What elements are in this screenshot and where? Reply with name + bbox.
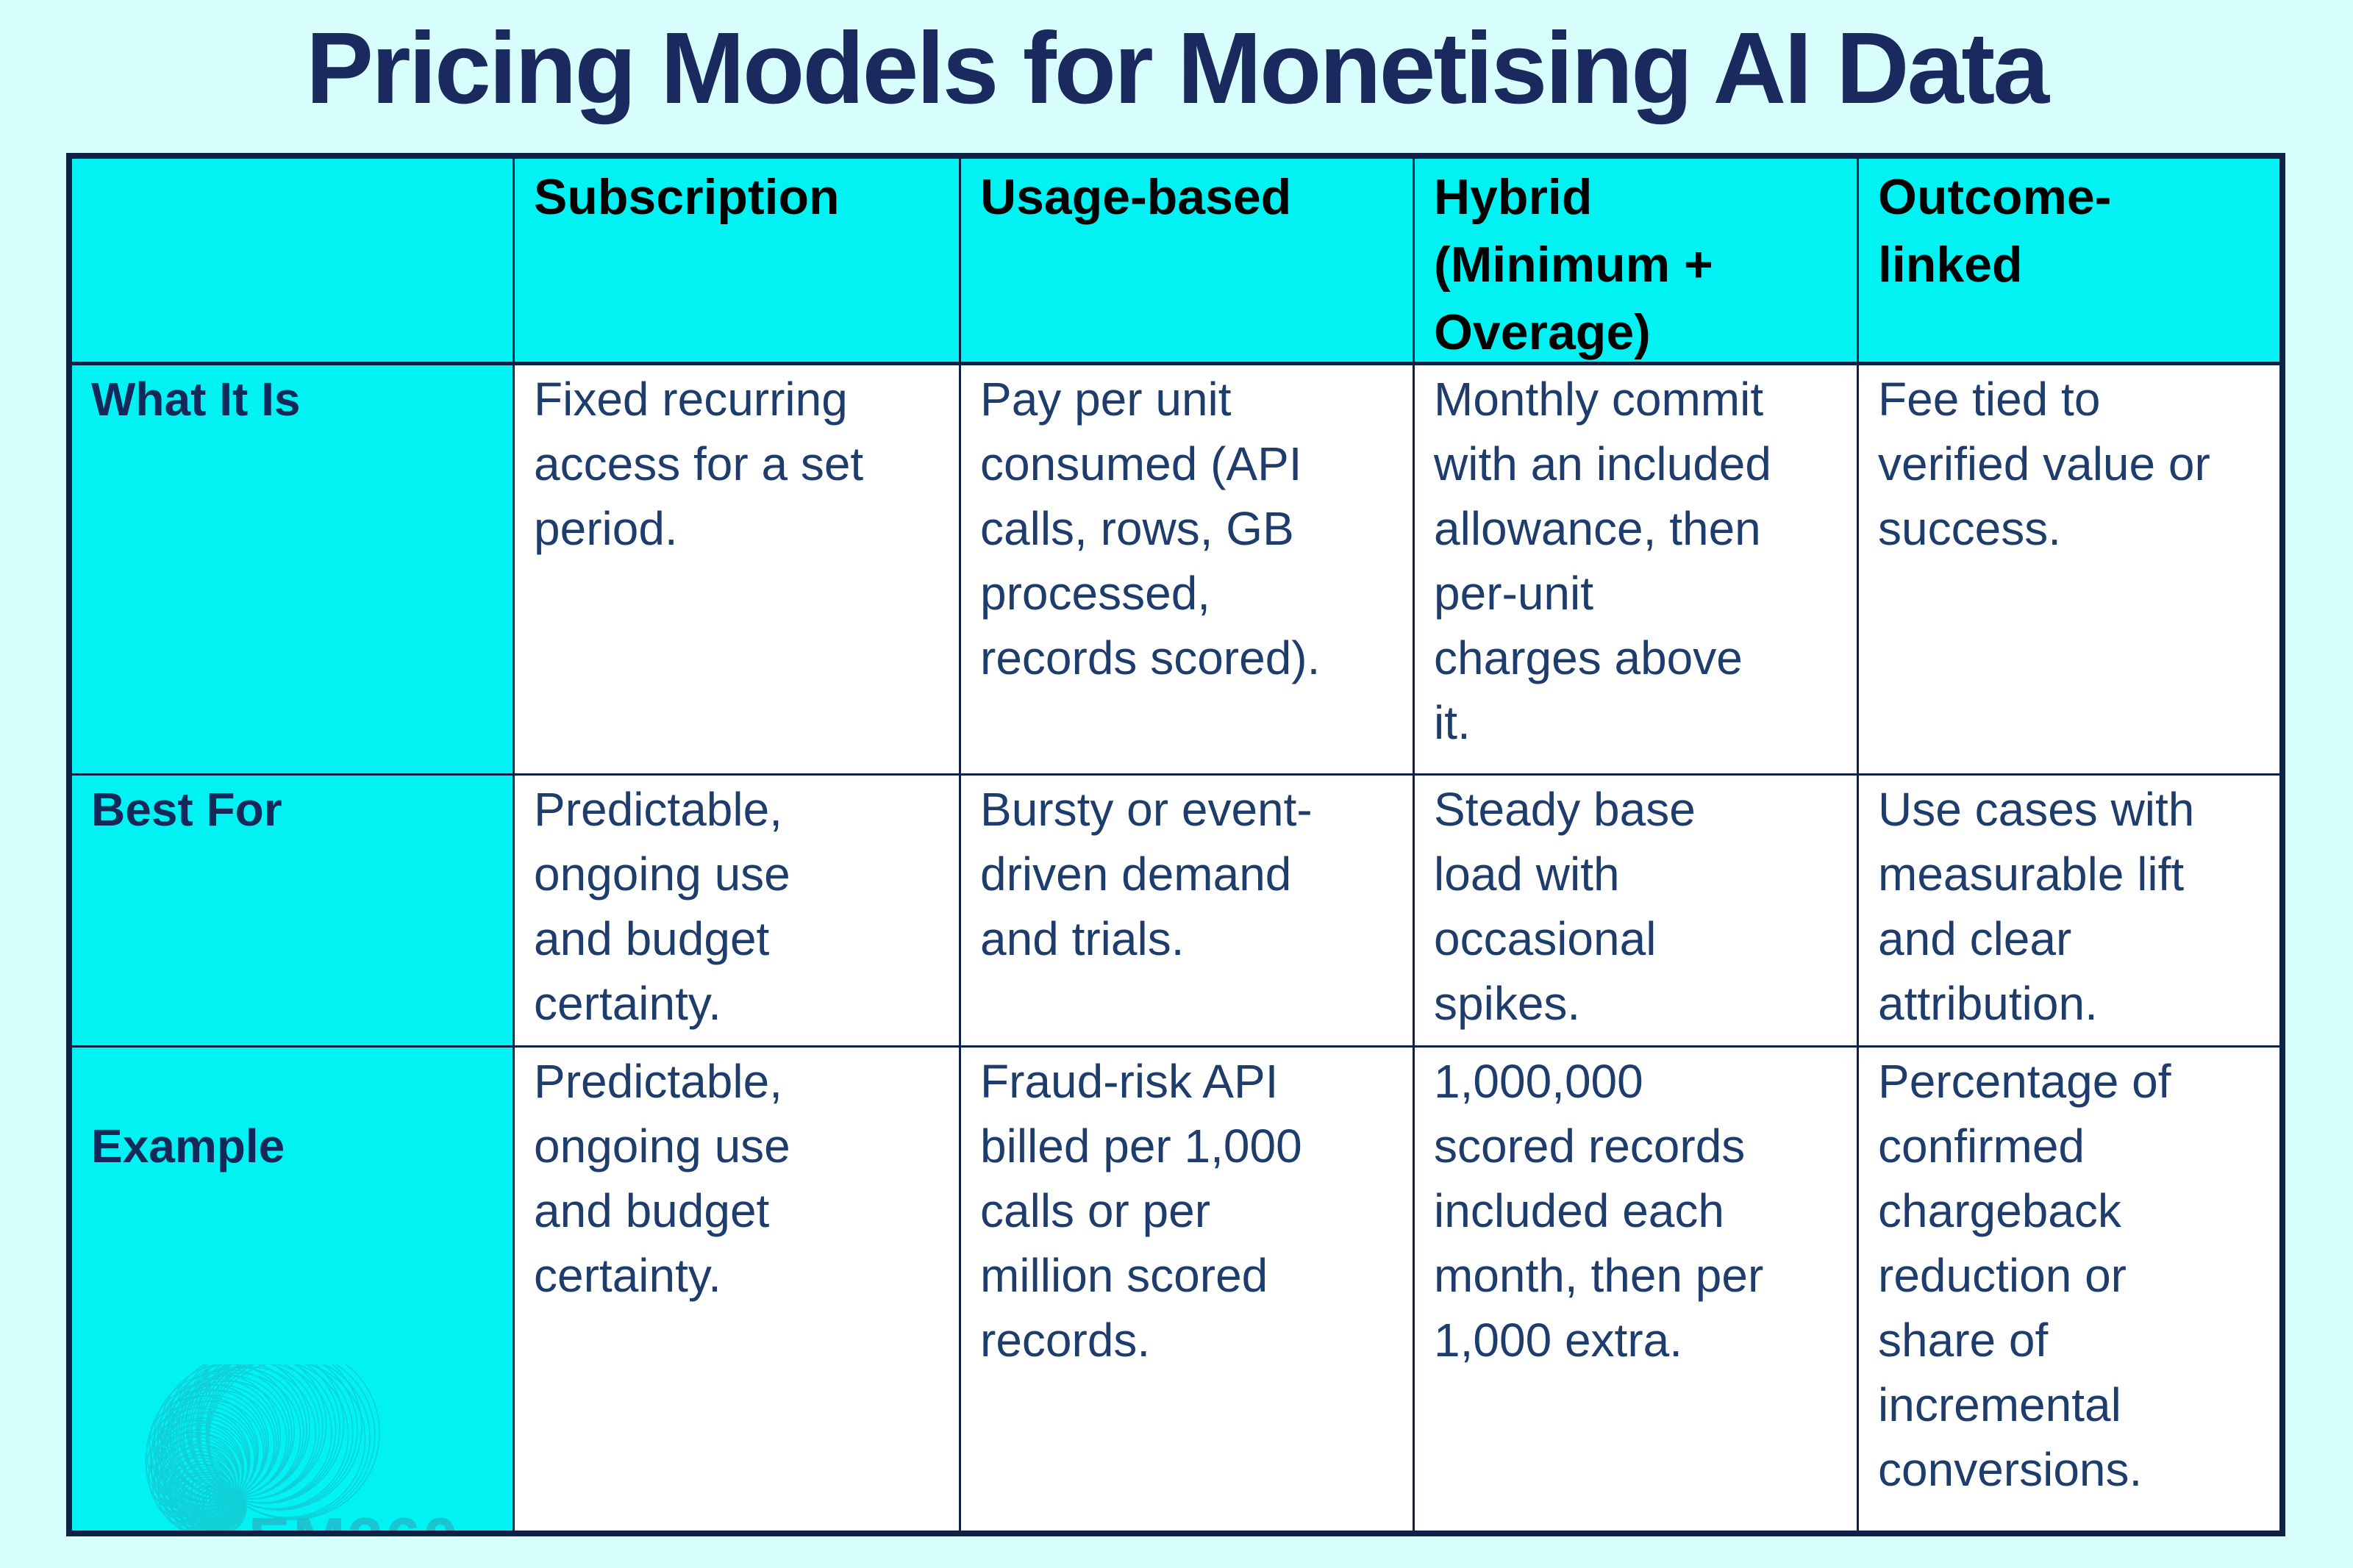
row-label-example: Example EM360 [72,1048,515,1531]
cell-what-it-is-usage-based: Pay per unit consumed (API calls, rows, … [961,365,1415,776]
cell-what-it-is-subscription: Fixed recurring access for a set period. [515,365,961,776]
page-title: Pricing Models for Monetising AI Data [305,12,2049,125]
column-header-outcome-linked: Outcome- linked [1859,159,2279,365]
row-label-what-it-is: What It Is [72,365,515,776]
column-header-hybrid: Hybrid (Minimum + Overage) [1415,159,1859,365]
row-label-example-text: Example [91,1120,285,1173]
corner-cell [72,159,515,365]
cell-what-it-is-hybrid: Monthly commit with an included allowanc… [1415,365,1859,776]
cell-best-for-outcome-linked: Use cases with measurable lift and clear… [1859,776,2279,1048]
logo-fan-icon [145,1344,380,1531]
cell-best-for-usage-based: Bursty or event- driven demand and trial… [961,776,1415,1048]
cell-what-it-is-outcome-linked: Fee tied to verified value or success. [1859,365,2279,776]
logo-wordmark: EM360 [249,1506,461,1531]
row-label-best-for: Best For [72,776,515,1048]
cell-best-for-subscription: Predictable, ongoing use and budget cert… [515,776,961,1048]
cell-example-subscription: Predictable, ongoing use and budget cert… [515,1048,961,1531]
pricing-comparison-table: Subscription Usage-based Hybrid (Minimum… [66,153,2285,1536]
cell-best-for-hybrid: Steady base load with occasional spikes. [1415,776,1859,1048]
cell-example-outcome-linked: Percentage of confirmed chargeback reduc… [1859,1048,2279,1531]
cell-example-usage-based: Fraud-risk API billed per 1,000 calls or… [961,1048,1415,1531]
cell-example-hybrid: 1,000,000 scored records included each m… [1415,1048,1859,1531]
column-header-usage-based: Usage-based [961,159,1415,365]
em360-logo: EM360 [116,1300,499,1531]
em360-logo-graphic: EM360 [145,1344,461,1531]
column-header-subscription: Subscription [515,159,961,365]
